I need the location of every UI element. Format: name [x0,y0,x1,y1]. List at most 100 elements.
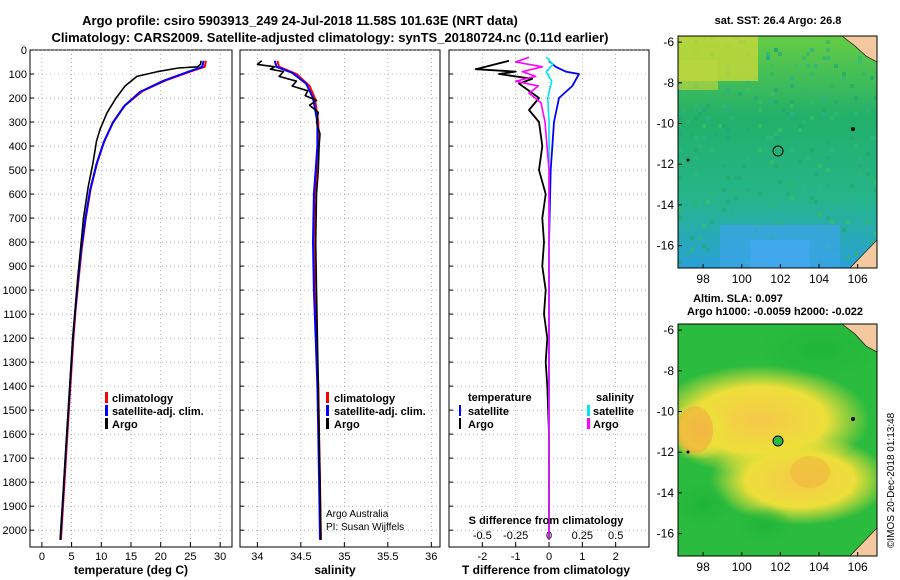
sst-pixel [770,152,774,156]
tick-label-s-diff: 0.25 [572,530,593,542]
sst-pixel [818,184,822,188]
map-tick-label-lat: -8 [663,364,674,378]
sst-pixel [790,76,794,80]
sla-green-blob-2 [737,505,793,545]
sst-pixel [722,204,726,208]
sst-pixel [802,184,806,188]
sst-pixel [710,96,714,100]
credit-line2: PI: Susan Wijffels [326,522,404,533]
sst-pixel [834,200,838,204]
sst-pixel [858,172,862,176]
sst-pixel [694,104,698,108]
map-tick-label-lon: 106 [848,272,868,286]
sst-pixel [774,132,778,136]
sst-pixel [826,48,830,52]
sst-pixel [830,116,834,120]
land-australia [849,239,877,268]
tick-label-depth: 300 [9,117,27,129]
legend-label-satellite: satellite-adj. clim. [334,406,426,418]
legend-label-t-argo: Argo [468,419,494,431]
sla-map-title-line1: Altim. SLA: 0.097 [693,293,783,305]
s-difference-axis-label: S difference from climatology [469,515,625,527]
sst-pixel [826,184,830,188]
map-tick-label-lon: 104 [809,560,829,574]
figure-title-line2: Climatology: CARS2009. Satellite-adjuste… [51,30,608,45]
sst-pixel [678,132,682,136]
tick-label-depth: 600 [9,189,27,201]
map-tick-label-lat: -16 [657,527,675,541]
tick-label-depth: 0 [21,45,27,57]
sst-pixel [686,252,690,256]
sst-pixel [766,52,770,56]
sst-pixel [726,200,730,204]
sst-pixel [790,148,794,152]
sst-pixel [810,148,814,152]
sst-pixel [746,88,750,92]
tick-label-depth: 2000 [3,525,27,537]
credit-line1: Argo Australia [326,509,389,520]
sst-pixel [874,144,877,148]
sst-pixel [834,100,838,104]
sst-pixel [758,148,762,152]
sst-pixel [866,172,870,176]
sst-pixel [794,116,798,120]
sst-pixel [698,144,702,148]
sst-pixel [774,48,778,52]
tick-label-x: 0 [546,551,552,563]
island-christmas [851,417,855,421]
sst-pixel [758,124,762,128]
sst-pixel [722,92,726,96]
argo-position-marker [772,435,784,447]
sst-pixel [810,72,814,76]
sst-pixel [854,252,858,256]
sst-pixel [694,136,698,140]
legend-swatch-s-argo [587,418,590,429]
sst-pixel [870,240,874,244]
sst-pixel [706,120,710,124]
sst-pixel [774,136,778,140]
tick-label-depth: 900 [9,261,27,273]
tick-label-depth: 1500 [3,405,27,417]
sst-pixel [734,176,738,180]
legend-title-temperature: temperature [468,392,532,404]
land-java [841,324,877,353]
sst-pixel [726,176,730,180]
sst-pixel [722,188,726,192]
sst-pixel [702,224,706,228]
sst-pixel [790,196,794,200]
sla-green-blob [678,480,733,530]
sst-pixel [694,156,698,160]
sst-pixel [826,140,830,144]
sst-pixel [866,108,870,112]
legend-label-climatology: climatology [112,393,174,405]
sla-map-title-line2: Argo h1000: -0.0059 h2000: -0.022 [687,306,863,318]
sst-pixel [866,220,870,224]
sst-pixel [798,128,802,132]
sst-pixel [810,48,814,52]
sst-pixel [870,136,874,140]
legend-swatch-climatology [326,392,329,403]
sst-pixel [726,108,730,112]
sst-pixel [834,196,838,200]
sst-pixel [826,156,830,160]
sst-pixel [738,92,742,96]
legend-swatch-t-argo [459,418,461,429]
series-line-satellite-adj-clim- [273,60,321,540]
sst-pixel [822,112,826,116]
island-christmas [851,127,855,131]
sst-pixel [726,136,730,140]
sst-pixel [790,104,794,108]
sst-pixel [778,180,782,184]
sst-pixel [850,136,854,140]
sst-map-title: sat. SST: 26.4 Argo: 26.8 [715,15,842,27]
tick-label-depth: 100 [9,69,27,81]
legend-swatch-satellite [326,405,329,416]
sst-pixel [678,260,682,264]
sst-pixel [722,208,726,212]
map-tick-label-lon: 102 [770,560,790,574]
argo-position-marker [772,145,784,157]
sst-pixel [798,160,802,164]
series-line-climatology [59,60,207,540]
sst-pixel [858,56,862,60]
map-tick-label-lon: 102 [770,272,790,286]
